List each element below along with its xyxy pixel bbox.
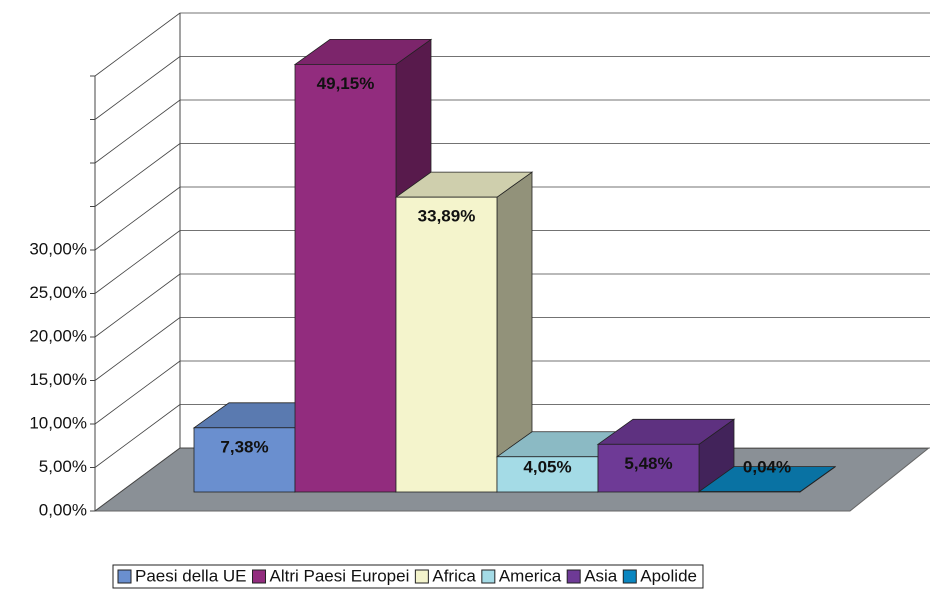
legend-swatch <box>117 569 132 584</box>
y-tick-label: 10,00% <box>29 413 87 432</box>
grid-line <box>94 447 181 512</box>
data-label: 33,89% <box>418 207 476 226</box>
legend: Paesi della UE Altri Paesi Europei Africa A… <box>112 564 704 589</box>
legend-swatch <box>252 569 267 584</box>
grid-line <box>94 186 181 251</box>
bar <box>395 196 498 493</box>
grid-line <box>94 12 181 77</box>
grid-line <box>94 360 181 425</box>
data-label: 7,38% <box>220 437 268 456</box>
data-label: 49,15% <box>317 74 375 93</box>
grid-line <box>94 56 181 120</box>
legend-label: Paesi della UE <box>135 566 247 585</box>
data-label: 5,48% <box>624 454 672 473</box>
legend-swatch <box>566 569 581 584</box>
legend-swatch <box>481 569 496 584</box>
data-label: 0,04% <box>743 457 791 476</box>
grid-line <box>94 273 181 338</box>
y-tick-label: 5,00% <box>39 457 87 476</box>
bar <box>597 443 700 493</box>
grid-line <box>94 143 181 207</box>
data-label: 4,05% <box>523 457 571 476</box>
legend-label: America <box>499 566 562 585</box>
legend-label: Apolide <box>640 566 697 585</box>
grid-line <box>94 317 181 381</box>
y-tick-label: 25,00% <box>29 283 87 302</box>
y-tick-label: 30,00% <box>29 239 87 258</box>
grid-line <box>94 404 181 468</box>
legend-label: Altri Paesi Europei <box>270 566 410 585</box>
bar <box>294 63 397 493</box>
legend-swatch <box>622 569 637 584</box>
bar <box>193 427 296 493</box>
legend-swatch <box>414 569 429 584</box>
y-tick-label: 0,00% <box>39 500 87 519</box>
grid-line <box>94 99 181 164</box>
y-tick-label: 20,00% <box>29 326 87 345</box>
legend-label: Africa <box>432 566 476 585</box>
grid-line <box>94 230 181 294</box>
y-tick-label: 15,00% <box>29 370 87 389</box>
legend-label: Asia <box>584 566 618 585</box>
